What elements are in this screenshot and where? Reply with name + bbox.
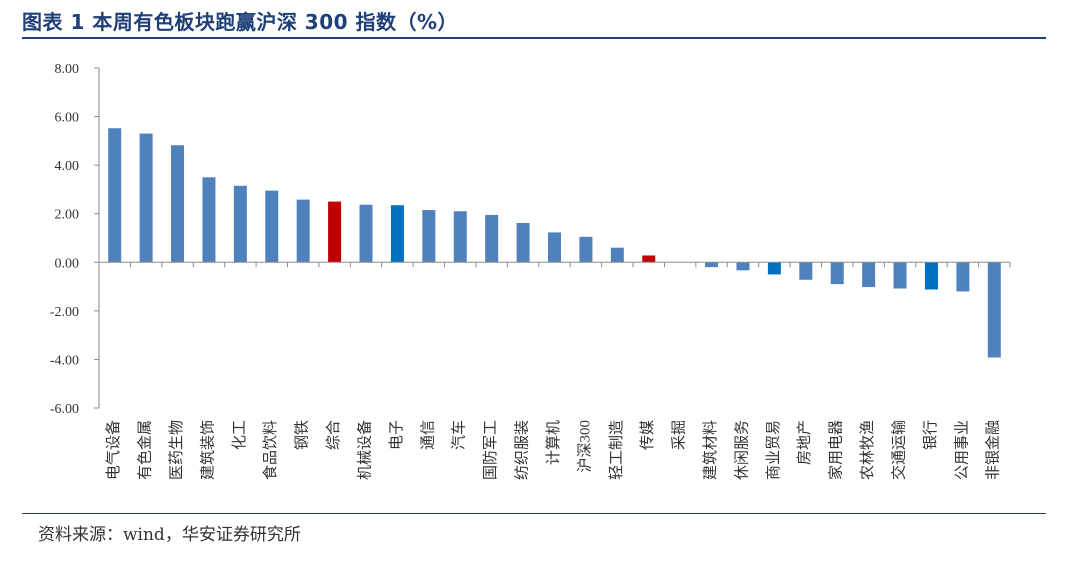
x-category-label: 食品饮料 (262, 420, 279, 480)
bar (548, 232, 561, 263)
source-note: 资料来源：wind，华安证券研究所 (38, 525, 301, 545)
bar (642, 255, 656, 263)
x-category-label: 机械设备 (356, 420, 373, 480)
bar (202, 177, 216, 263)
x-category-label: 农林牧渔 (859, 420, 876, 480)
x-category-label: 轻工制造 (608, 420, 625, 480)
bar (422, 210, 436, 263)
x-category-label: 公用事业 (953, 420, 970, 480)
x-category-label: 传媒 (639, 420, 656, 450)
x-category-label: 有色金属 (137, 420, 154, 480)
x-category-label: 交通运输 (889, 420, 907, 480)
y-tick-label: -4.00 (50, 353, 79, 368)
x-category-label: 计算机 (544, 420, 562, 465)
x-category-label: 采掘 (671, 420, 688, 450)
x-category-label: 电子 (388, 420, 405, 450)
x-category-label: 建筑材料 (702, 420, 719, 480)
x-category-label: 家用电器 (828, 420, 845, 480)
bar (233, 185, 247, 263)
footer-rule (22, 513, 1046, 514)
x-category-label: 电气设备 (105, 420, 122, 480)
x-category-label: 房地产 (796, 420, 813, 465)
bar (736, 262, 750, 271)
bar (485, 214, 499, 263)
bar (579, 236, 593, 263)
y-tick-label: -6.00 (50, 402, 79, 417)
bar (296, 199, 310, 263)
x-category-label: 钢铁 (294, 420, 311, 450)
bars (108, 128, 1001, 358)
bar (139, 133, 153, 263)
bar (516, 222, 530, 263)
x-category-label: 通信 (419, 420, 436, 450)
x-category-label: 国防军工 (482, 420, 499, 480)
bar (265, 190, 279, 263)
bar (987, 262, 1001, 358)
chart-title: 图表 1 本周有色板块跑赢沪深 300 指数（%） (22, 10, 459, 34)
y-tick-label: 0.00 (55, 256, 80, 271)
x-category-label: 医药生物 (168, 420, 185, 480)
bar (171, 145, 185, 263)
bar (956, 262, 970, 292)
x-category-label: 银行 (922, 420, 939, 450)
x-category-label: 纺织服装 (514, 420, 531, 480)
bar (359, 204, 373, 263)
y-tick-label: 6.00 (55, 111, 80, 126)
x-category-label: 沪深300 (576, 420, 593, 473)
bar (328, 201, 342, 263)
x-category-label: 化工 (231, 420, 248, 450)
y-axis: 8.00 6.00 4.00 2.00 0.00 -2.00 -4.00 -6.00 (50, 62, 100, 417)
x-category-label: 建筑装饰 (199, 420, 216, 480)
x-category-label: 汽车 (451, 420, 468, 450)
bar (610, 247, 624, 263)
y-tick-label: 4.00 (55, 159, 80, 174)
bar (108, 128, 122, 263)
bar (893, 262, 907, 289)
x-category-label: 综合 (325, 420, 342, 450)
bar (705, 262, 719, 268)
x-category-label: 商业贸易 (765, 420, 782, 480)
x-category-label: 休闲服务 (733, 420, 750, 480)
x-axis: 电气设备 有色金属 医药生物 建筑装饰 化工 食品饮料 钢铁 综合 机械设备 电子 通信 汽车 国防军工… (98, 261, 1011, 480)
bar (862, 262, 876, 288)
bar (924, 262, 938, 290)
bar (799, 262, 813, 280)
x-category-label: 非银金融 (985, 420, 1002, 480)
bar (390, 205, 404, 263)
y-tick-label: 8.00 (55, 62, 80, 77)
bar (830, 262, 844, 285)
y-tick-label: -2.00 (50, 305, 79, 320)
bar (767, 262, 781, 275)
bar (453, 211, 467, 263)
title-underline (22, 37, 1046, 39)
y-tick-label: 2.00 (55, 208, 80, 223)
